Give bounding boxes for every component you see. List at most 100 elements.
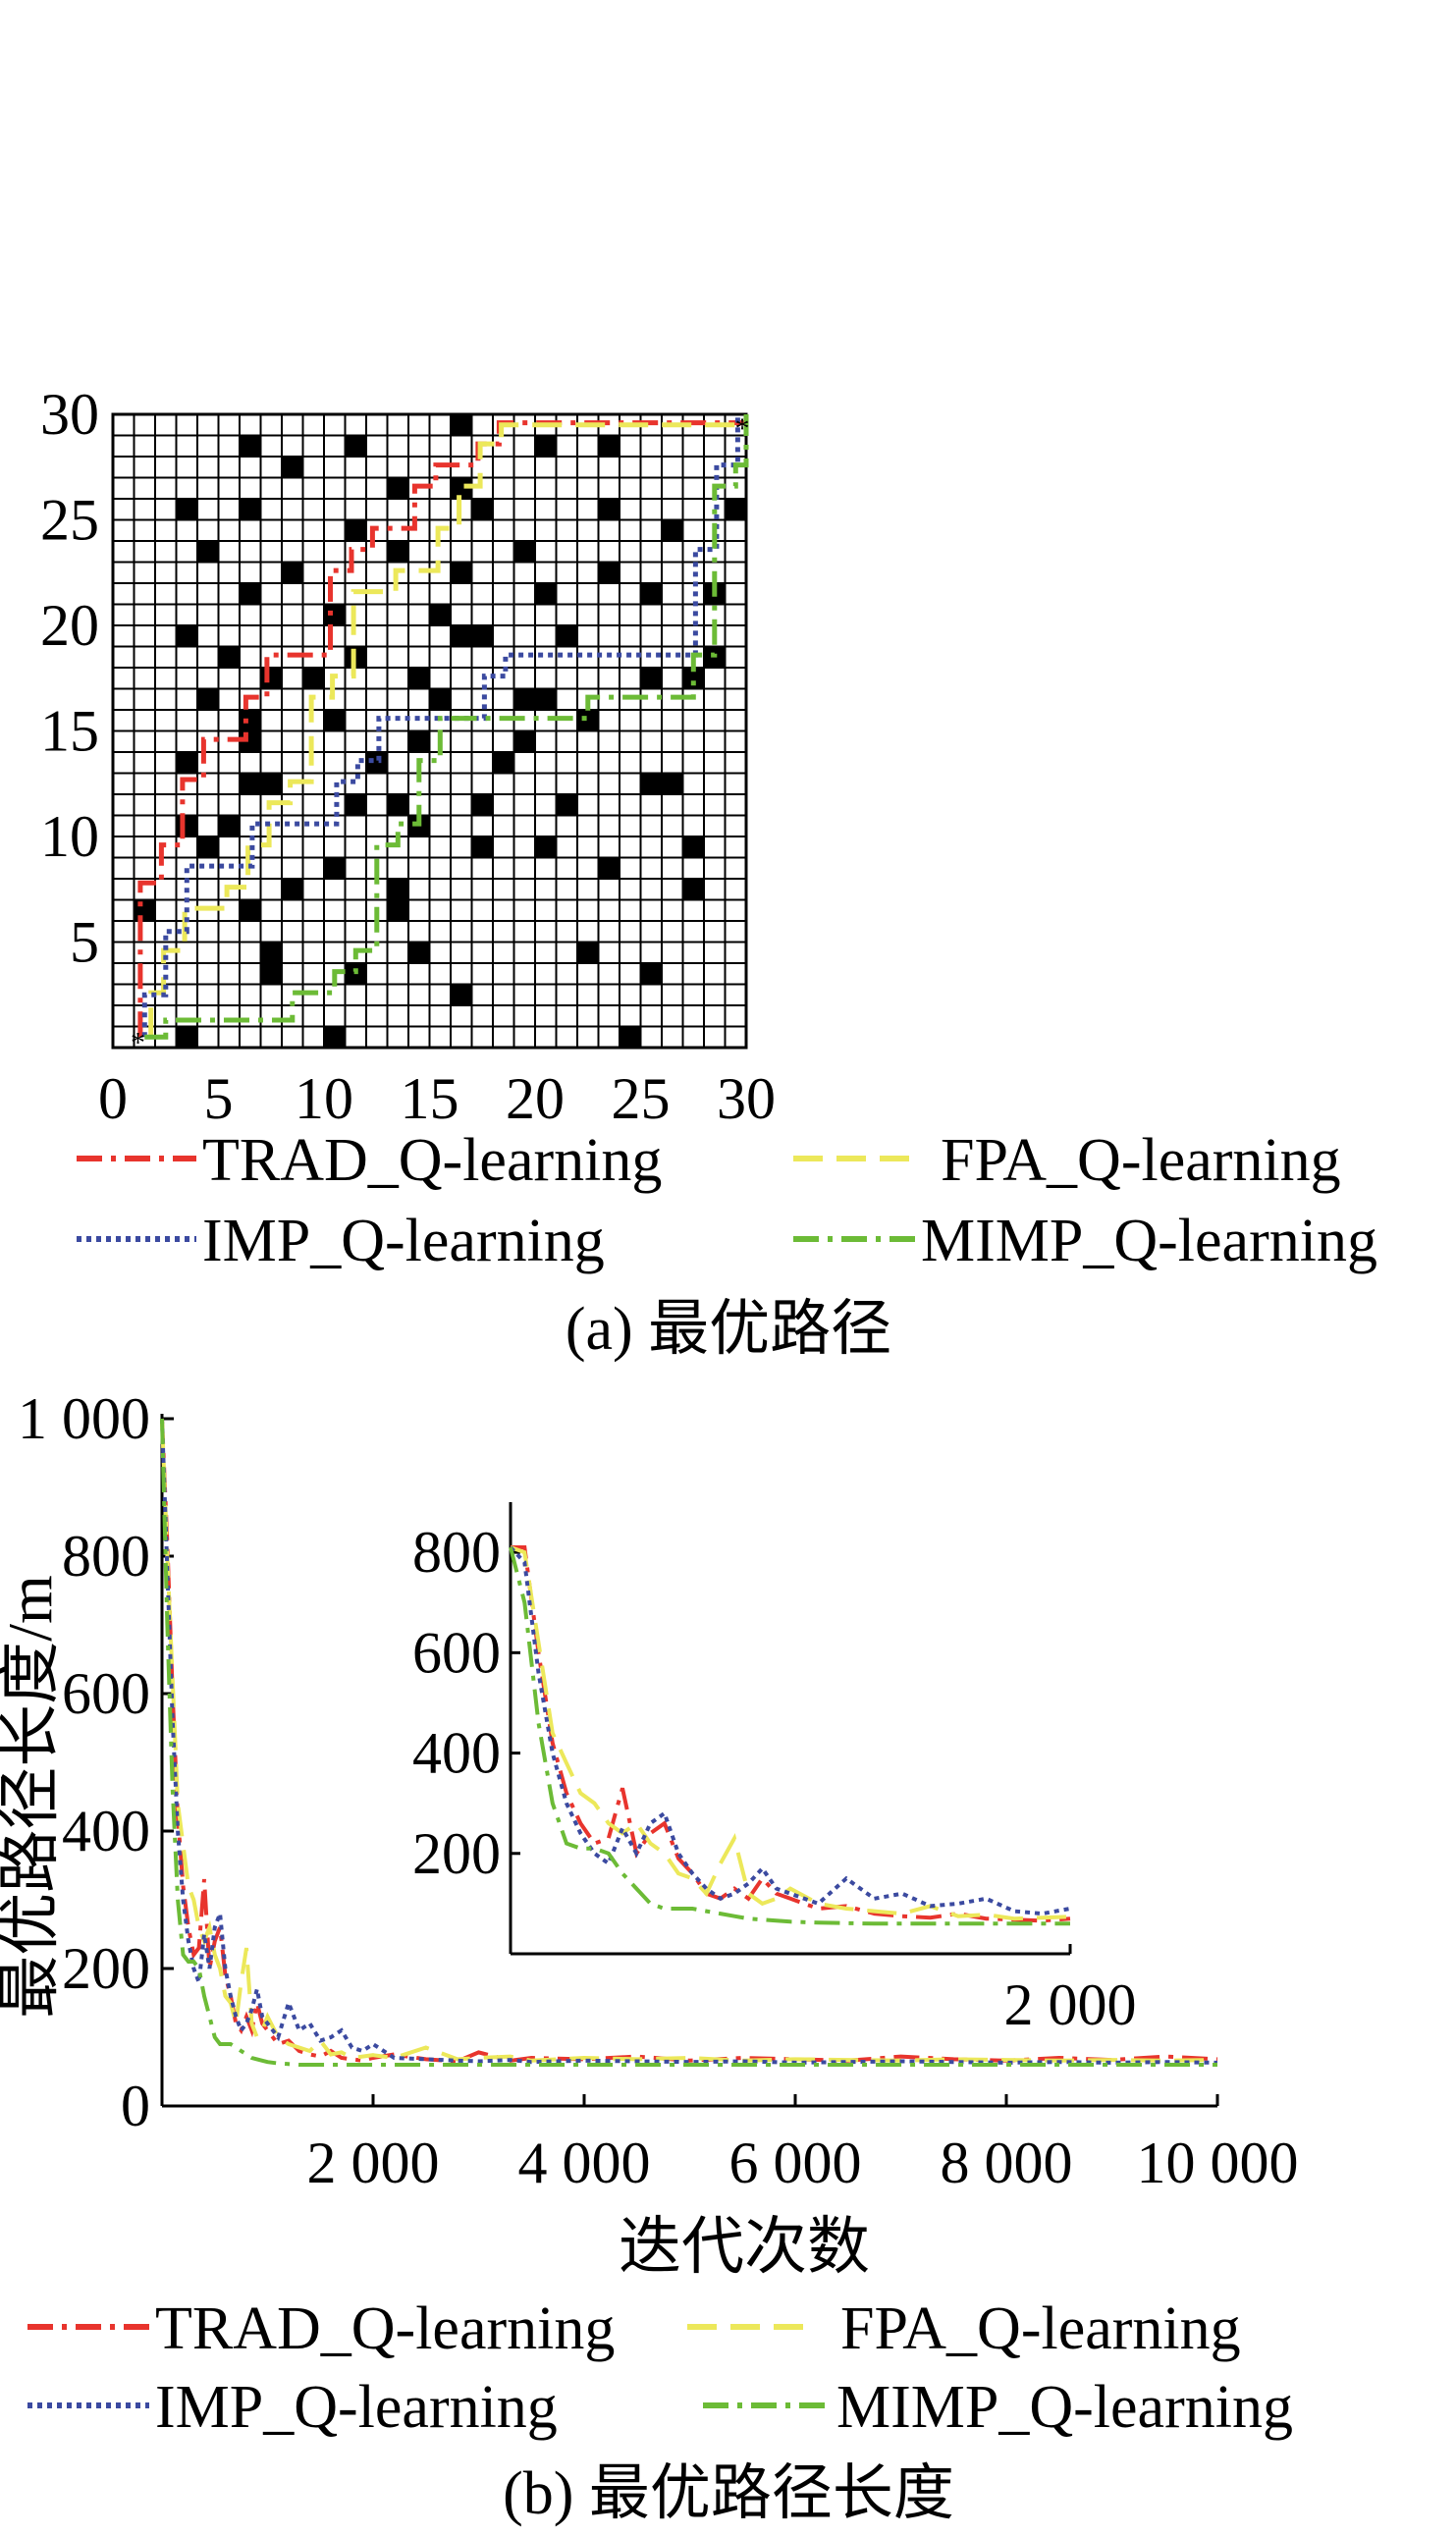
legend-b-imp-label: IMP_Q-learning	[155, 2374, 558, 2441]
obstacle-cell	[218, 646, 240, 668]
y-tick-label: 20	[40, 593, 99, 658]
obstacle-cell	[640, 773, 662, 794]
obstacle-cell	[471, 836, 493, 858]
obstacle-cell	[197, 541, 219, 563]
x-tick-label: 30	[717, 1066, 776, 1131]
inset-y-tick-label: 600	[412, 1620, 501, 1685]
obstacle-cell	[176, 815, 197, 836]
obstacle-cell	[429, 604, 451, 625]
obstacle-cell	[387, 794, 408, 816]
obstacle-cell	[598, 857, 620, 879]
main-series-lines	[160, 1418, 1218, 2067]
legend-mimp-label: MIMP_Q-learning	[921, 1208, 1377, 1274]
path-imp	[141, 414, 740, 1038]
obstacle-cell	[682, 836, 704, 858]
obstacle-cell	[218, 815, 240, 836]
legend-imp-label: IMP_Q-learning	[202, 1208, 605, 1274]
obstacle-cell	[451, 984, 472, 1005]
obstacle-cell	[620, 1026, 641, 1048]
obstacle-cell	[260, 942, 282, 963]
path-trad	[137, 420, 746, 1038]
inset-axes	[509, 1502, 1072, 1956]
obstacle-cell	[493, 752, 514, 774]
y-tick-label: 10	[40, 804, 99, 869]
obstacle-cell	[260, 668, 282, 689]
obstacle-cell	[451, 625, 472, 647]
obstacle-cell	[345, 519, 366, 541]
obstacle-cell	[324, 710, 346, 731]
y-tick-label: 0	[121, 2074, 150, 2138]
legend-b-fpa-label: FPA_Q-learning	[840, 2295, 1241, 2362]
obstacle-cell	[134, 899, 155, 921]
legend-b-trad-label: TRAD_Q-learning	[155, 2295, 615, 2362]
obstacle-cell	[387, 541, 408, 563]
obstacle-cell	[387, 477, 408, 499]
obstacle-cell	[197, 836, 219, 858]
obstacle-cell	[451, 414, 472, 436]
series-mimp	[160, 1418, 1217, 2067]
main-axes	[160, 1414, 1219, 2108]
obstacle-cell	[513, 730, 535, 752]
obstacle-cell	[282, 562, 303, 583]
obstacle-cell	[345, 435, 366, 457]
obstacle-cell	[725, 499, 746, 520]
obstacle-cell	[598, 562, 620, 583]
obstacle-cell	[535, 836, 557, 858]
obstacle-cell	[324, 604, 346, 625]
obstacle-cell	[577, 942, 599, 963]
obstacle-cell	[176, 499, 197, 520]
obstacle-cell	[535, 688, 557, 710]
legend-b-mimp-label: MIMP_Q-learning	[836, 2374, 1293, 2441]
inset-background	[511, 1502, 1070, 1954]
obstacle-cell	[640, 583, 662, 605]
series-imp	[160, 1418, 1218, 2065]
obstacle-cell	[282, 879, 303, 900]
obstacle-cell	[387, 879, 408, 900]
inset-series-lines	[509, 1545, 1071, 1926]
path-lines	[137, 414, 749, 1040]
y-axis-label: 最优路径长度/m	[0, 1575, 65, 2019]
main-tick-labels: 2 000 4 000 6 000 8 000 10 000 0 200 400 600 800 1…	[18, 1386, 1299, 2195]
obstacle-cell	[260, 773, 282, 794]
inset-series-imp	[509, 1545, 1071, 1916]
y-tick-label: 800	[62, 1524, 150, 1589]
y-tick-label: 200	[62, 1936, 150, 2001]
obstacle-cell	[302, 668, 324, 689]
obstacle-cell	[408, 730, 430, 752]
x-tick-label: 20	[506, 1066, 565, 1131]
obstacle-cell	[640, 668, 662, 689]
legend-panel-a: TRAD_Q-learning FPA_Q-learning IMP_Q-lea…	[77, 1127, 1377, 1274]
obstacle-cell	[240, 583, 261, 605]
x-tick-label: 5	[204, 1066, 234, 1131]
x-tick-label: 25	[612, 1066, 671, 1131]
obstacle-cell	[662, 519, 683, 541]
obstacle-cell	[535, 583, 557, 605]
obstacle-cell	[640, 963, 662, 985]
obstacle-cell	[682, 668, 704, 689]
obstacle-cell	[556, 794, 577, 816]
obstacle-cell	[471, 499, 493, 520]
x-tick-label: 2 000	[307, 2131, 440, 2195]
obstacle-cell	[197, 688, 219, 710]
y-tick-label: 30	[40, 382, 99, 447]
y-tick-label: 1 000	[18, 1386, 150, 1451]
legend-panel-b: TRAD_Q-learning FPA_Q-learning IMP_Q-lea…	[27, 2295, 1293, 2441]
obstacle-cell	[240, 435, 261, 457]
inset-x-tick-label: 2 000	[1004, 1972, 1137, 2037]
y-tick-label: 600	[62, 1661, 150, 1726]
obstacle-cell	[598, 499, 620, 520]
obstacle-cell	[240, 710, 261, 731]
x-tick-label: 0	[98, 1066, 128, 1131]
obstacle-cell	[682, 879, 704, 900]
legend-fpa-label: FPA_Q-learning	[941, 1127, 1341, 1194]
inset-y-tick-label: 800	[412, 1520, 501, 1585]
obstacle-cell	[513, 541, 535, 563]
x-tick-label: 4 000	[518, 2131, 651, 2195]
obstacle-cell	[556, 625, 577, 647]
obstacle-cell	[176, 752, 197, 774]
obstacle-cell	[598, 435, 620, 457]
obstacle-cell	[324, 857, 346, 879]
caption-a: (a) 最优路径	[566, 1296, 891, 1363]
